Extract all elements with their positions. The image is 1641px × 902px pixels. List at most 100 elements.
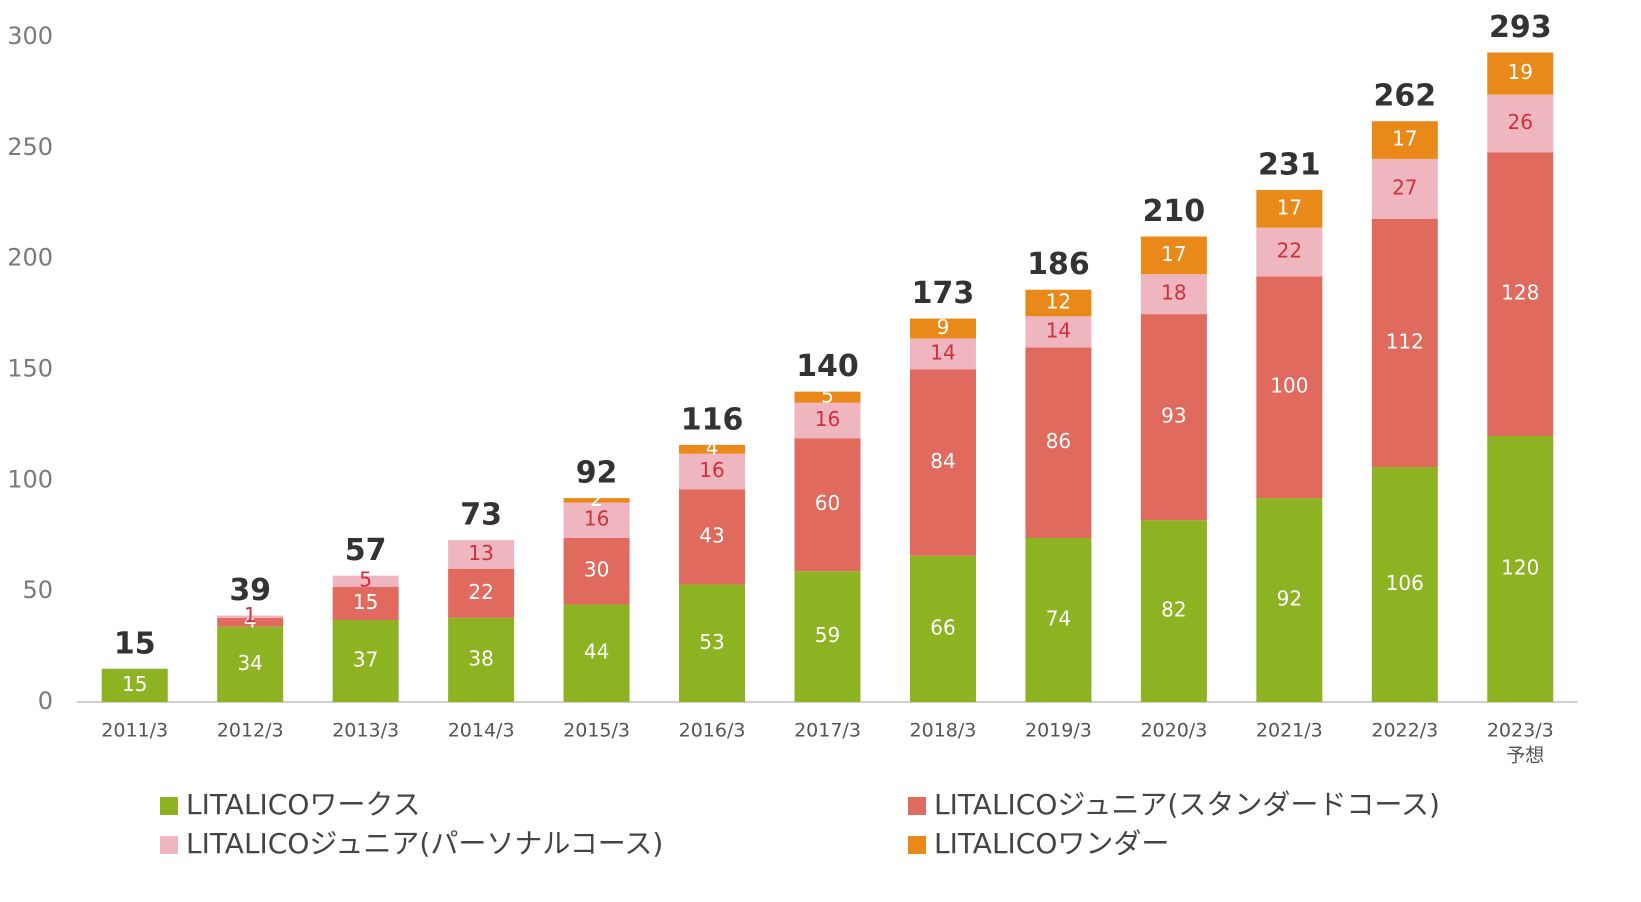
- bar-segment: [1025, 289, 1092, 317]
- bar-segment: [563, 498, 630, 503]
- value-label: 128: [1501, 281, 1539, 305]
- value-label: 16: [815, 407, 840, 431]
- legend-label: LITALICOワークス: [186, 788, 421, 821]
- value-label: 26: [1508, 110, 1533, 134]
- bar-segment: [679, 444, 746, 454]
- x-tick-label: 2017/3: [794, 720, 861, 742]
- value-label: 17: [1161, 242, 1186, 266]
- total-label: 293: [1489, 10, 1552, 45]
- bar-segment: [1140, 274, 1207, 315]
- bar-segment: [794, 438, 861, 572]
- value-label: 53: [699, 630, 724, 654]
- value-label: 34: [237, 651, 262, 675]
- y-tick-label: 150: [7, 355, 53, 383]
- bar-segment: [1140, 236, 1207, 275]
- legend-swatch: [908, 836, 926, 854]
- legend-swatch: [908, 797, 926, 815]
- bar-segment: [563, 537, 630, 605]
- value-label: 13: [468, 541, 493, 565]
- value-label: 30: [584, 558, 609, 582]
- x-tick-label: 2016/3: [679, 720, 746, 742]
- value-label: 1: [244, 603, 257, 627]
- value-label: 112: [1386, 329, 1424, 353]
- value-label: 60: [815, 491, 840, 515]
- bar-segment: [332, 619, 399, 702]
- bar-segment: [448, 540, 515, 569]
- bar-segment: [1025, 316, 1092, 348]
- value-label: 74: [1046, 606, 1071, 630]
- value-label: 100: [1270, 374, 1308, 398]
- value-label: 84: [930, 449, 955, 473]
- bar-segment: [909, 338, 976, 370]
- value-label: 120: [1501, 556, 1539, 580]
- value-label: 14: [1046, 318, 1071, 342]
- x-tick-label: 2012/3: [217, 720, 284, 742]
- bar-segment: [1256, 498, 1323, 702]
- total-label: 39: [229, 573, 271, 608]
- bar-segment: [563, 604, 630, 702]
- bar-segment: [1371, 121, 1438, 159]
- y-tick-label: 200: [7, 244, 53, 272]
- total-label: 73: [460, 498, 502, 533]
- value-label: 43: [699, 523, 724, 547]
- x-tick-label: 2022/3: [1371, 720, 1438, 742]
- bar-segment: [1140, 314, 1207, 521]
- y-tick-label: 300: [7, 22, 53, 50]
- bar-segment: [101, 668, 168, 702]
- total-label: 210: [1143, 194, 1206, 229]
- y-tick-label: 0: [38, 687, 53, 715]
- total-label: 186: [1027, 247, 1090, 282]
- total-label: 140: [796, 349, 859, 384]
- bar-segment: [332, 586, 399, 620]
- bar-segment: [1371, 158, 1438, 219]
- bar-segment: [794, 391, 861, 403]
- value-label: 17: [1277, 195, 1302, 219]
- bar-segment: [679, 489, 746, 585]
- value-label: 5: [359, 568, 372, 592]
- value-label: 44: [584, 640, 609, 664]
- bar-segment: [1487, 94, 1554, 153]
- bar-segment: [1256, 189, 1323, 228]
- bar-segment: [679, 453, 746, 490]
- value-label: 59: [815, 623, 840, 647]
- total-label: 173: [912, 276, 975, 311]
- bar-segment: [1025, 537, 1092, 702]
- value-label: 27: [1392, 175, 1417, 199]
- bar-segment: [1256, 276, 1323, 499]
- bar-segment: [448, 617, 515, 702]
- value-label: 18: [1161, 281, 1186, 305]
- legend-label: LITALICOジュニア(パーソナルコース): [186, 827, 663, 860]
- value-label: 106: [1386, 571, 1424, 595]
- bar-segment: [909, 555, 976, 702]
- bar-segment: [1025, 347, 1092, 538]
- x-tick-label: 2023/3: [1487, 720, 1554, 742]
- value-label: 37: [353, 647, 378, 671]
- bar-segment: [794, 402, 861, 439]
- bar-segment: [1487, 436, 1554, 702]
- total-label: 92: [576, 456, 618, 491]
- bar-segment: [794, 571, 861, 702]
- bar-segment: [679, 584, 746, 702]
- value-label: 16: [699, 458, 724, 482]
- value-label: 4: [706, 436, 719, 460]
- total-label: 231: [1258, 147, 1321, 182]
- legend-swatch: [160, 797, 178, 815]
- bar-segment: [1487, 152, 1554, 436]
- bar-segment: [563, 502, 630, 538]
- bar-segment: [1371, 467, 1438, 702]
- x-tick-label: 2011/3: [101, 720, 168, 742]
- total-label: 57: [345, 533, 387, 568]
- value-label: 14: [930, 340, 955, 364]
- value-label: 38: [468, 646, 493, 670]
- value-label: 66: [930, 615, 955, 639]
- y-tick-label: 50: [22, 576, 53, 604]
- value-label: 22: [1277, 239, 1302, 263]
- total-label: 262: [1373, 79, 1436, 114]
- bar-segment: [1256, 227, 1323, 277]
- bar-segment: [217, 626, 284, 702]
- value-label: 12: [1046, 290, 1071, 314]
- total-label: 15: [114, 626, 156, 661]
- x-tick-label: 2020/3: [1140, 720, 1207, 742]
- value-label: 5: [821, 384, 834, 408]
